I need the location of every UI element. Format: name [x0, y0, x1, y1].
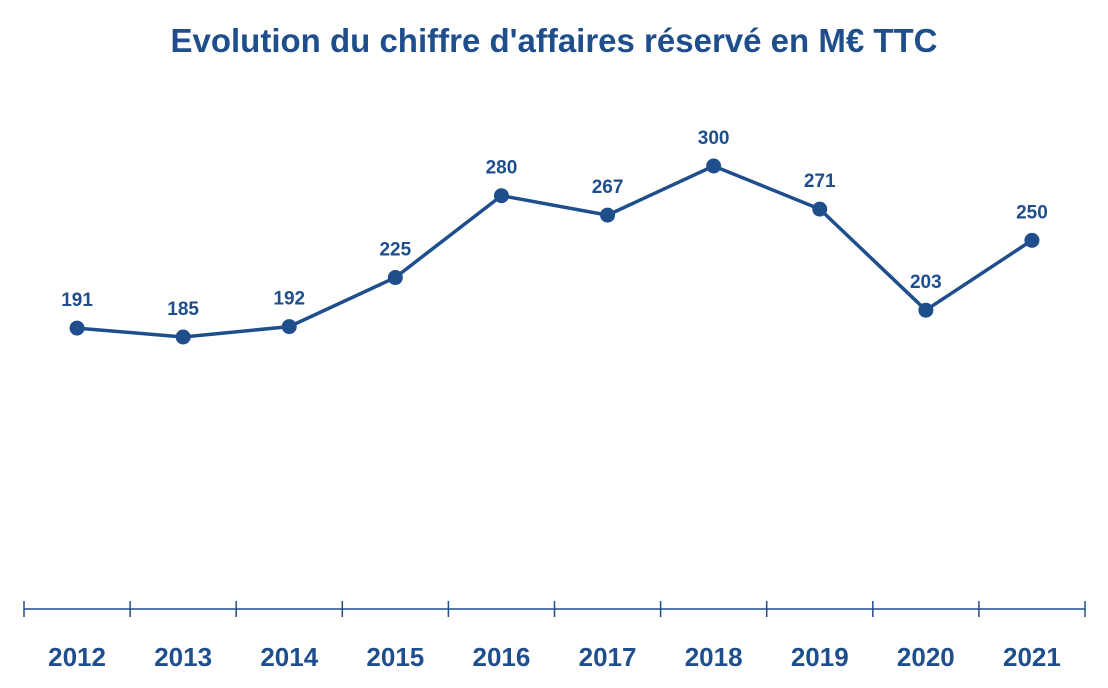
data-label-2019: 271 — [804, 171, 836, 192]
x-tick-label-2013: 2013 — [154, 642, 212, 672]
data-label-2013: 185 — [167, 299, 199, 320]
x-tick-label-2020: 2020 — [897, 642, 955, 672]
data-point-2015 — [387, 270, 403, 286]
data-label-2014: 192 — [273, 289, 305, 310]
data-label-group: 191 185 192 225 280 267 300 271 203 250 — [61, 128, 1048, 320]
x-tick-label-2021: 2021 — [1003, 642, 1061, 672]
data-label-2012: 191 — [61, 290, 93, 311]
x-tick-labels: 2012 2013 2014 2015 2016 2017 2018 2019 2020 2021 — [48, 642, 1061, 672]
data-label-2020: 203 — [910, 272, 942, 293]
data-point-group — [69, 158, 1040, 345]
data-label-2017: 267 — [592, 177, 624, 198]
data-point-2016 — [493, 188, 509, 204]
data-label-2018: 300 — [698, 128, 730, 149]
chart-title: Evolution du chiffre d'affaires réservé … — [170, 22, 938, 59]
x-tick-label-2016: 2016 — [473, 642, 531, 672]
data-point-2014 — [281, 319, 297, 335]
series-line-group — [75, 164, 1034, 339]
data-label-2016: 280 — [486, 158, 518, 179]
x-tick-label-2012: 2012 — [48, 642, 106, 672]
data-point-2018 — [706, 158, 722, 174]
data-point-2013 — [175, 329, 191, 345]
x-tick-label-2015: 2015 — [366, 642, 424, 672]
x-tick-label-2014: 2014 — [260, 642, 318, 672]
data-point-2012 — [69, 320, 85, 336]
data-point-2021 — [1024, 232, 1040, 248]
series-line — [75, 164, 1034, 339]
x-tick-label-2019: 2019 — [791, 642, 849, 672]
data-label-2015: 225 — [379, 240, 411, 261]
data-point-2019 — [812, 201, 828, 217]
x-tick-label-2017: 2017 — [579, 642, 637, 672]
data-label-2021: 250 — [1016, 202, 1048, 223]
x-tick-label-2018: 2018 — [685, 642, 743, 672]
data-point-2017 — [600, 207, 616, 223]
data-point-2020 — [918, 302, 934, 318]
x-axis — [23, 601, 1086, 617]
